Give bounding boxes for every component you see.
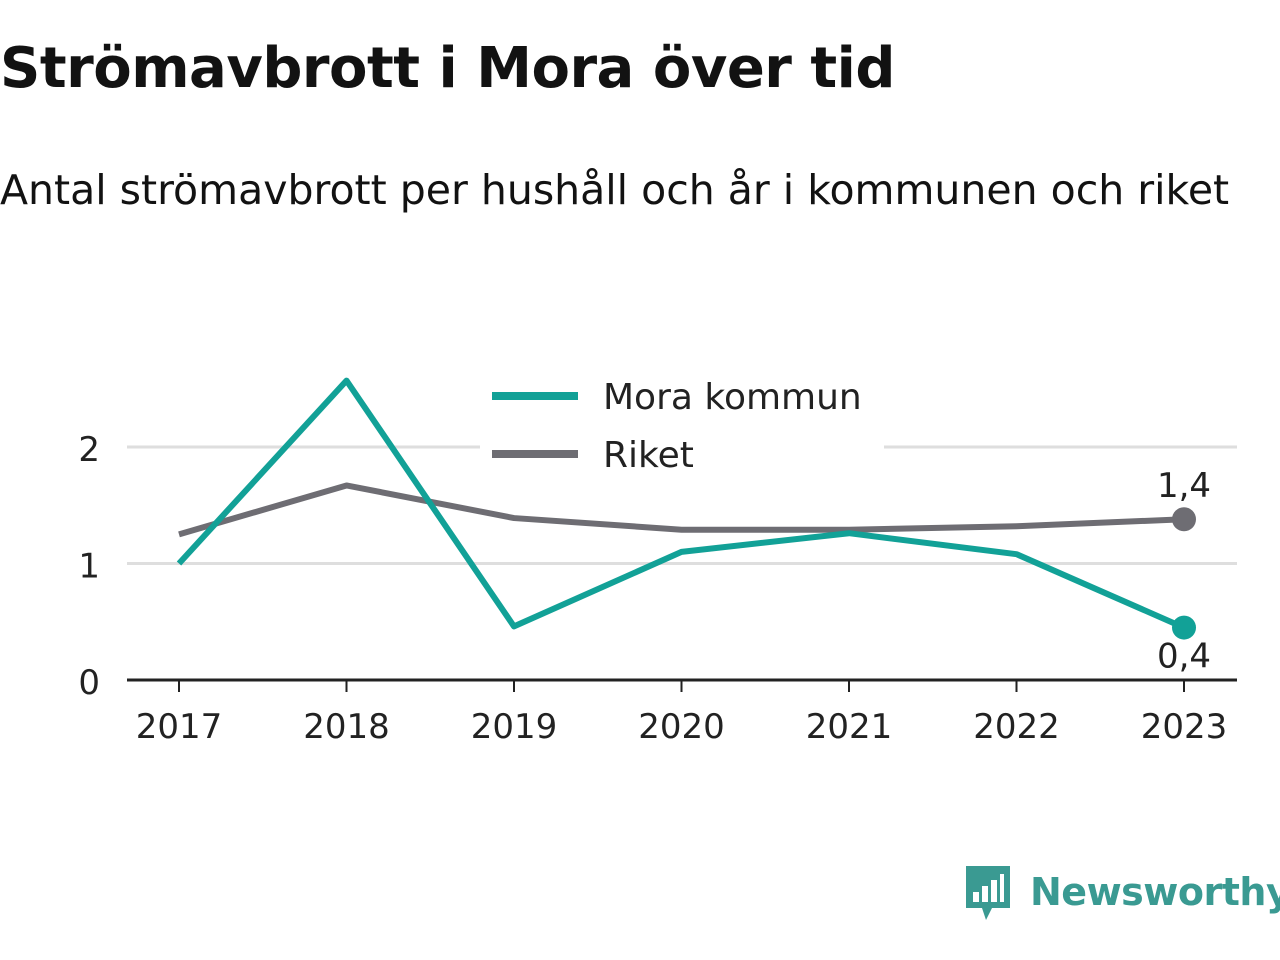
x-tick-label: 2020 [638,707,725,747]
end-data-label: 0,4 [1157,637,1211,677]
x-tick-label: 2019 [471,707,558,747]
series-line-mora [176,377,1186,631]
legend-label: Riket [603,435,694,476]
endpoint-marker-mora [1172,615,1196,640]
x-tick-label: 2018 [303,707,390,747]
x-tick-label: 2021 [806,707,893,747]
brand-name: Newsworthy [1030,870,1280,914]
newsworthy-logo: Newsworthy [962,862,1280,922]
legend-label: Mora kommun [603,377,862,418]
y-tick-label: 1 [78,547,100,587]
y-tick-label: 0 [78,663,100,703]
y-tick-label: 2 [78,430,100,470]
end-data-label: 1,4 [1157,466,1211,506]
bar-chart-speech-bubble-icon [966,866,1010,920]
series-line-riket [178,482,1185,538]
legend-background [480,370,884,480]
x-tick-label: 2017 [136,707,223,747]
x-tick-label: 2022 [973,707,1060,747]
x-tick-label: 2023 [1141,707,1228,747]
chart-title: Strömavbrott i Mora över tid [0,36,895,101]
endpoint-marker-riket [1172,507,1196,532]
chart-subtitle: Antal strömavbrott per hushåll och år i … [0,166,1230,214]
